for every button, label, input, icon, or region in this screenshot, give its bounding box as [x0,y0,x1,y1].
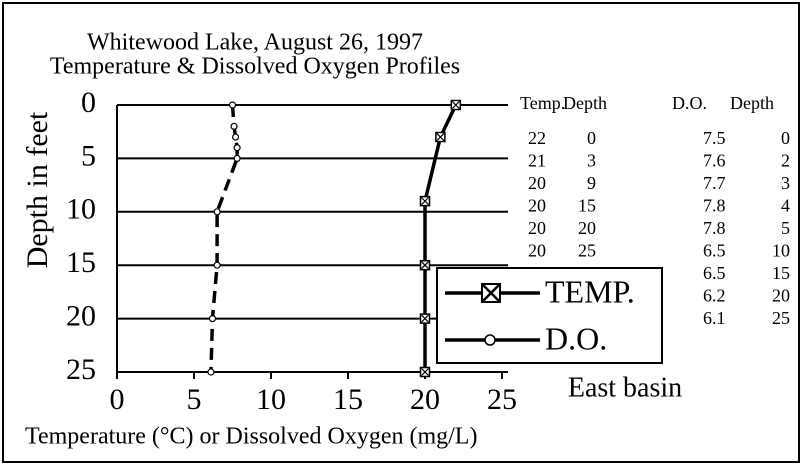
table-cell: 15 [772,263,790,283]
table-cell: 7.8 [703,218,726,238]
table-cell: 21 [528,151,546,171]
chart-title: Whitewood Lake, August 26, 1997 [87,30,423,56]
marker [207,368,215,376]
x-tick-label: 10 [256,383,286,416]
table-cell: 20 [528,218,546,238]
x-tick-label: 5 [187,383,202,416]
legend-marker [484,334,496,346]
y-tick-label: 5 [81,139,96,172]
y-tick-label: 20 [66,299,96,332]
table-header: Depth [563,93,607,113]
x-tick-label: 25 [487,383,517,416]
marker [233,144,241,152]
table-cell: 0 [781,128,790,148]
table-header: Temp. [520,93,565,113]
table-cell: 25 [578,241,596,261]
annotation: East basin [568,372,682,403]
marker [213,208,221,216]
marker [231,133,240,141]
table-cell: 7.7 [703,173,726,193]
table-cell: 22 [528,128,546,148]
table-cell: 10 [772,241,790,261]
table-cell: 3 [781,173,790,193]
y-tick-label: 10 [66,193,96,226]
marker [230,122,238,130]
table-cell: 7.6 [703,151,726,171]
marker-cross [451,101,460,109]
frame [2,2,800,463]
marker [233,154,241,162]
table-cell: 2 [781,151,790,171]
marker-cross [421,197,429,206]
y-axis-label: Depth in feet [21,111,54,268]
table-cell: 20 [528,241,546,261]
y-tick-label: 25 [66,353,96,386]
x-tick-label: 20 [410,383,440,416]
table-cell: 20 [578,218,596,238]
table-cell: 6.2 [703,286,726,306]
y-tick-label: 0 [81,86,96,119]
table-cell: 25 [772,308,790,328]
legend-box [436,267,663,364]
series-line [423,104,458,372]
table-cell: 0 [587,128,596,148]
legend-label: TEMP. [545,273,635,309]
marker [213,261,221,269]
marker-cross [421,314,429,323]
table-cell: 7.8 [703,196,726,216]
table-cell: 20 [772,286,790,306]
x-tick-label: 15 [333,383,363,416]
x-tick-label: 0 [110,383,125,416]
table-cell: 4 [781,196,790,216]
table-header: Depth [730,93,774,113]
legend-label: D.O. [545,320,607,356]
table-cell: 5 [781,218,790,238]
legend-marker-cross [482,284,500,302]
y-tick-label: 15 [66,246,96,279]
x-axis-label: Temperature (°C) or Dissolved Oxygen (mg… [25,424,477,450]
marker-cross [436,133,445,141]
table-cell: 9 [587,173,596,193]
table-cell: 7.5 [703,128,726,148]
table-cell: 15 [578,196,596,216]
marker [208,315,217,323]
table-cell: 20 [528,196,546,216]
chart-subtitle: Temperature & Dissolved Oxygen Profiles [50,54,460,80]
table-header: D.O. [672,93,707,113]
table-cell: 6.5 [703,241,726,261]
table-cell: 6.5 [703,263,726,283]
table-cell: 6.1 [703,308,726,328]
marker-cross [421,368,429,376]
table-cell: 20 [528,173,546,193]
marker-cross [421,261,429,270]
table-cell: 3 [587,151,596,171]
marker [228,101,237,109]
